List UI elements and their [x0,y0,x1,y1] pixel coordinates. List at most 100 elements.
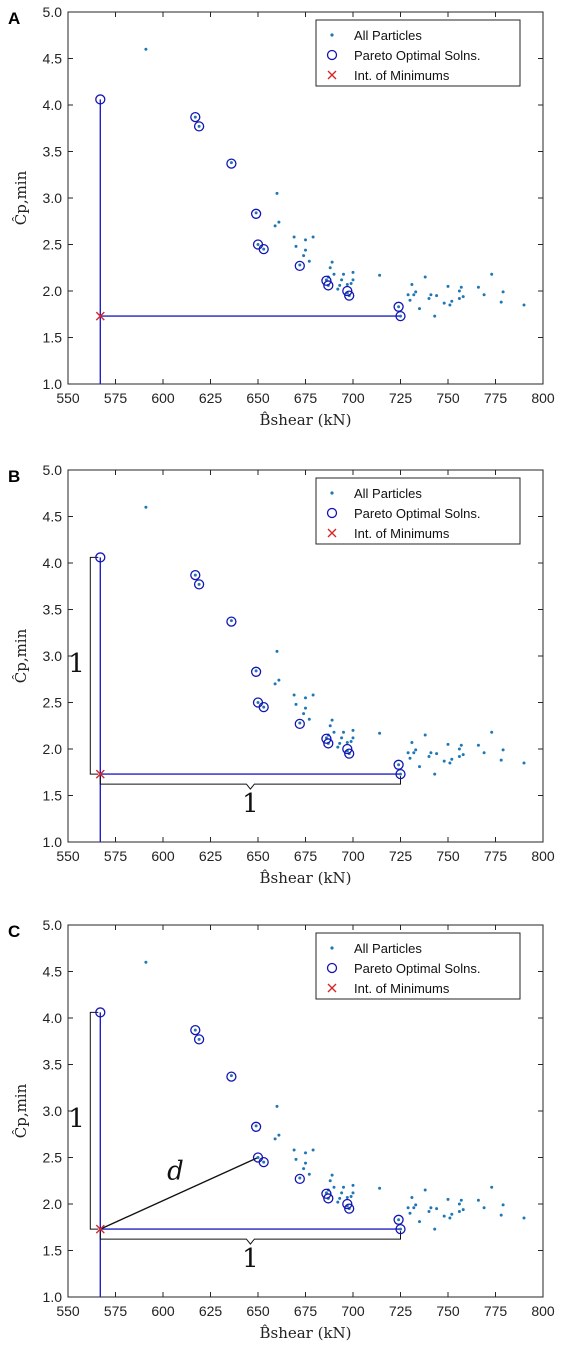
legend-minimum-marker [327,70,337,80]
particle-point [433,314,437,318]
particle-point [307,259,311,263]
y-tick-label: 1.5 [43,330,63,346]
particle-point [427,754,431,758]
y-tick-label: 4.0 [43,1010,63,1026]
x-tick-label: 750 [436,390,460,406]
particle-point [294,244,298,248]
particle-point [304,696,307,700]
particle-point [501,290,505,294]
particle-point [351,728,355,732]
particle-point [144,47,148,51]
particle-point [197,582,201,586]
particle-point [275,191,279,195]
particle-point [277,1133,281,1137]
particle-point [349,740,353,744]
particle-point [197,124,201,128]
particle-point [332,272,336,276]
particle-point [397,1218,401,1222]
particle-point [429,293,433,297]
x-axis-label: B̂shear (kN) [259,1324,351,1342]
particle-point [338,741,342,745]
particle-point [427,1209,431,1213]
legend-box [315,19,521,87]
particle-point [412,1206,416,1210]
particle-point [229,619,233,623]
horizontal-bracket-label: 1 [242,1244,259,1274]
particle-point [378,273,382,277]
particle-point [292,1148,296,1152]
legend-entry: Pareto Optimal Solns. [354,961,480,976]
y-tick-label: 5.0 [43,4,63,20]
pareto-point [323,280,334,291]
particle-point [292,693,296,697]
particle-point [501,1203,505,1207]
particle-point [304,1151,307,1155]
chart-c: C 550 575 600 625 650 675 700 725 750 775 800 1.0 1.5… [8,917,555,1342]
panel-a: A 550 575 600 625 650 675 700 725 750 775 800 1.0 1.5… [0,0,561,448]
x-tick-label: 575 [104,390,128,406]
particle-point [461,1208,465,1212]
pareto-point [294,1173,305,1185]
particle-point [429,1206,433,1210]
x-tick-label: 625 [199,848,223,864]
x-tick-label: 700 [341,390,365,406]
pareto-point [190,1024,201,1036]
particle-point [459,743,463,747]
minimum-marker [95,311,105,321]
horizontal-bracket-label: 1 [242,789,259,819]
particle-point [351,1183,355,1187]
pareto-point [190,569,201,581]
particle-point [277,678,281,682]
particle-point [410,1195,414,1199]
particle-point [408,1211,412,1215]
vertical-bracket [89,1011,99,1230]
x-tick-label: 675 [294,848,318,864]
x-tick-label: 575 [104,848,128,864]
y-tick-label: 2.5 [43,695,63,711]
y-tick-label: 3.0 [43,190,63,206]
pareto-point [393,1214,404,1225]
x-tick-label: 575 [104,1303,128,1319]
x-tick-label: 725 [389,390,413,406]
y-tick-label: 1.0 [43,834,63,850]
legend-entry: Int. of Minimums [354,981,450,996]
particle-point [311,1148,315,1152]
particle-point [412,751,416,755]
particle-point [442,759,446,763]
y-tick-label: 4.0 [43,97,63,113]
particle-point [408,756,412,760]
particle-point [307,1172,311,1176]
legend-box [315,477,521,545]
particle-point [144,960,148,964]
particle-point [342,1185,345,1189]
particle-point [378,1186,382,1190]
particle-point [144,505,148,509]
particle-point [418,1220,421,1224]
particle-point [304,706,307,710]
particle-point [351,1191,355,1195]
particle-point [448,1216,452,1220]
particle-point [262,705,266,709]
x-tick-label: 725 [389,848,413,864]
y-axis-label: Ĉp,min [12,1083,30,1138]
particle-point [342,272,345,276]
x-tick-label: 625 [199,390,223,406]
y-tick-label: 2.0 [43,1196,63,1212]
pareto-point [190,111,201,123]
particle-point [256,1156,260,1159]
x-tick-label: 775 [484,848,508,864]
panel-label: B [8,467,20,486]
particle-point [342,730,345,734]
distance-label: d [167,1156,184,1186]
particle-point [351,270,355,274]
particle-point [336,1200,340,1204]
panel-c: C 550 575 600 625 650 675 700 725 750 775 800 1.0 1.5… [0,913,561,1361]
legend-particle-marker [330,33,334,37]
pareto-point [342,1198,353,1210]
particle-point [490,272,494,276]
pareto-point [226,158,237,169]
legend-minimum-marker [327,528,337,538]
pareto-point [393,301,404,312]
pareto-point [294,718,305,730]
particle-point [423,1188,427,1192]
